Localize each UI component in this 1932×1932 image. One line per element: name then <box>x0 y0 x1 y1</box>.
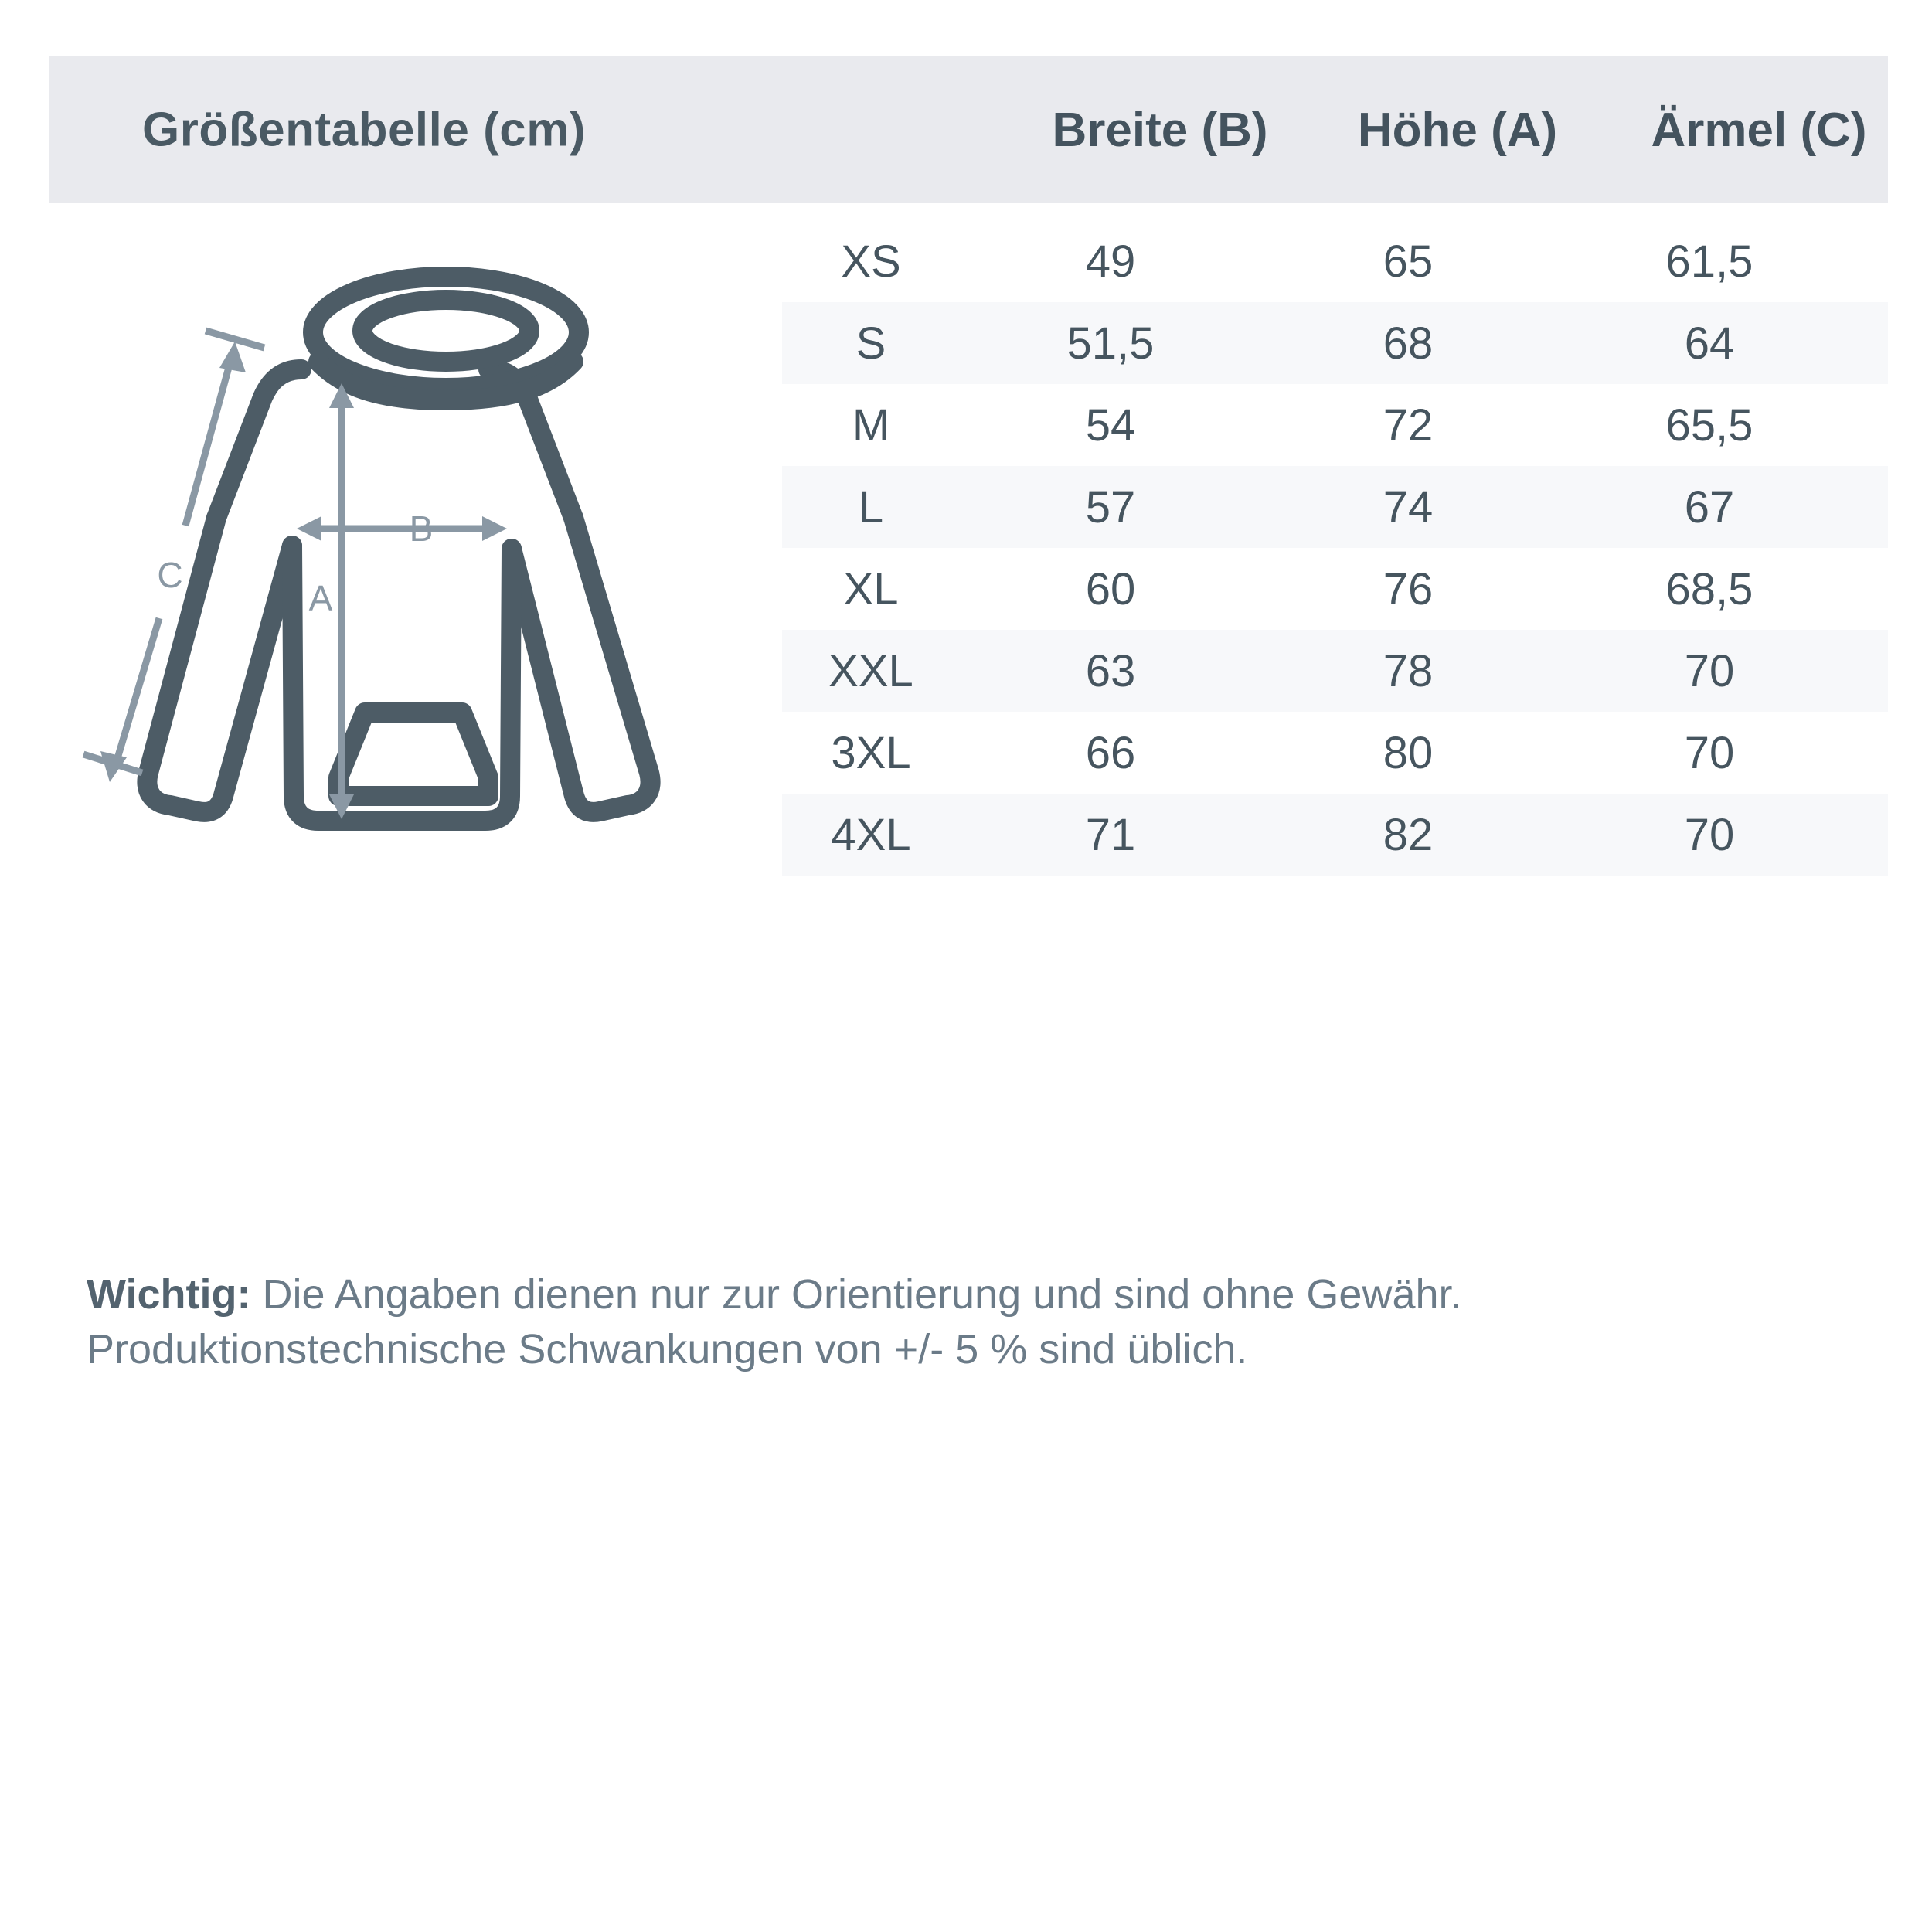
cell-breite: 71 <box>1085 809 1136 860</box>
table-row[interactable]: XL 60 76 68,5 <box>782 548 1888 630</box>
header-column-breite: Breite (B) <box>1052 103 1268 157</box>
cell-hoehe: 78 <box>1383 645 1434 696</box>
cell-aermel: 70 <box>1684 645 1735 696</box>
cell-aermel: 65,5 <box>1665 400 1753 451</box>
dimension-c-arrow-bottom <box>100 751 127 782</box>
cell-hoehe: 82 <box>1383 809 1434 860</box>
cell-hoehe: 68 <box>1383 318 1434 369</box>
cell-hoehe: 76 <box>1383 563 1434 614</box>
table-row[interactable]: XS 49 65 61,5 <box>782 220 1888 302</box>
header-column-labels: Breite (B) Höhe (A) Ärmel (C) <box>832 56 1932 203</box>
disclaimer-label: Wichtig: <box>87 1271 251 1318</box>
table-row[interactable]: L 57 74 67 <box>782 466 1888 548</box>
dimension-c-arrow-top <box>219 342 246 372</box>
dimension-c-tick-top <box>204 327 266 352</box>
dimension-b <box>297 516 507 541</box>
size-chart-header-band: Größentabelle (cm) Breite (B) Höhe (A) Ä… <box>49 56 1888 203</box>
cell-aermel: 67 <box>1684 481 1735 532</box>
cell-breite: 49 <box>1085 236 1136 287</box>
cell-size: XS <box>841 236 901 287</box>
cell-breite: 51,5 <box>1066 318 1155 369</box>
garment-outline <box>137 267 661 831</box>
header-column-hoehe: Höhe (A) <box>1357 103 1558 157</box>
cell-aermel: 61,5 <box>1665 236 1753 287</box>
cell-hoehe: 80 <box>1383 727 1434 778</box>
cell-size: S <box>855 318 886 369</box>
disclaimer-note: Wichtig: Die Angaben dienen nur zur Orie… <box>87 1267 1864 1378</box>
cell-hoehe: 65 <box>1383 236 1434 287</box>
cell-aermel: 70 <box>1684 809 1735 860</box>
table-row[interactable]: M 54 72 65,5 <box>782 384 1888 466</box>
table-row[interactable]: S 51,5 68 64 <box>782 302 1888 384</box>
header-column-aermel: Ärmel (C) <box>1651 103 1867 157</box>
dimension-c <box>82 327 266 782</box>
table-row[interactable]: 3XL 66 80 70 <box>782 712 1888 794</box>
cell-aermel: 68,5 <box>1665 563 1753 614</box>
dimension-b-label: B <box>410 509 434 549</box>
dimension-c-line-upper <box>182 360 234 527</box>
dimension-a-arrow-bottom <box>329 794 354 819</box>
dimension-c-line-lower <box>112 617 163 765</box>
dimension-b-arrow-left <box>297 516 321 541</box>
cell-size: L <box>858 481 884 532</box>
size-table: XS 49 65 61,5 S 51,5 68 64 M 54 72 65,5 … <box>782 220 1888 876</box>
cell-size: 3XL <box>831 727 911 778</box>
cell-breite: 63 <box>1085 645 1136 696</box>
cell-breite: 57 <box>1085 481 1136 532</box>
cell-aermel: 70 <box>1684 727 1735 778</box>
dimension-a-label: A <box>309 578 333 618</box>
cell-breite: 60 <box>1085 563 1136 614</box>
cell-size: 4XL <box>831 809 911 860</box>
dimension-a <box>329 383 354 819</box>
cell-breite: 54 <box>1085 400 1136 451</box>
cell-size: XL <box>843 563 899 614</box>
cell-hoehe: 72 <box>1383 400 1434 451</box>
page-title: Größentabelle (cm) <box>142 103 586 157</box>
dimension-b-arrow-right <box>482 516 507 541</box>
table-row[interactable]: XXL 63 78 70 <box>782 630 1888 712</box>
disclaimer-line-1: Die Angaben dienen nur zur Orientierung … <box>250 1271 1462 1318</box>
cell-hoehe: 74 <box>1383 481 1434 532</box>
table-row[interactable]: 4XL 71 82 70 <box>782 794 1888 876</box>
cell-aermel: 64 <box>1684 318 1735 369</box>
cell-breite: 66 <box>1085 727 1136 778</box>
hoodie-illustration: B A C <box>62 232 757 850</box>
dimension-c-label: C <box>157 555 182 595</box>
disclaimer-line-2: Produktionstechnische Schwankungen von +… <box>87 1326 1248 1373</box>
dimension-a-arrow-top <box>329 383 354 408</box>
cell-size: XXL <box>828 645 913 696</box>
cell-size: M <box>852 400 890 451</box>
